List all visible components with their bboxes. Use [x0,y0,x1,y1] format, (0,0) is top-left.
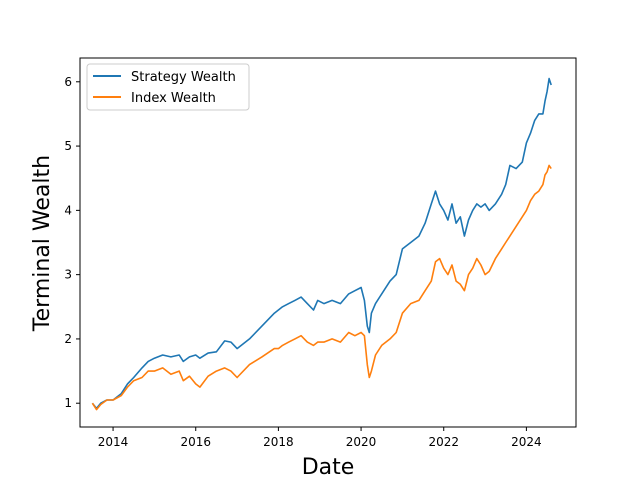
y-axis: 1 2 3 4 5 6 [64,75,80,410]
legend-frame [86,63,250,111]
y-tick-label: 6 [64,75,72,89]
x-axis-title: Date [302,455,355,480]
series-line-strategy-wealth [91,77,552,410]
x-axis: 2014 2016 2018 2020 2022 2024 [98,427,542,449]
x-tick-label: 2024 [511,435,542,449]
series-layer [91,77,552,411]
legend-label-index-wealth: Index Wealth [131,91,216,106]
y-axis-title: Terminal Wealth [30,155,55,332]
y-tick-label: 2 [64,332,72,346]
y-tick-label: 4 [64,203,72,217]
x-tick-label: 2020 [346,435,377,449]
series-line-index-wealth [91,164,552,411]
plot-frame [79,57,577,428]
x-tick-label: 2016 [180,435,211,449]
legend: Strategy Wealth Index Wealth [86,63,250,111]
legend-label-strategy-wealth: Strategy Wealth [131,70,236,85]
x-tick-label: 2014 [98,435,129,449]
y-tick-label: 1 [64,396,72,410]
x-tick-label: 2022 [428,435,459,449]
y-tick-label: 3 [64,268,72,282]
y-tick-label: 5 [64,139,72,153]
x-tick-label: 2018 [263,435,294,449]
